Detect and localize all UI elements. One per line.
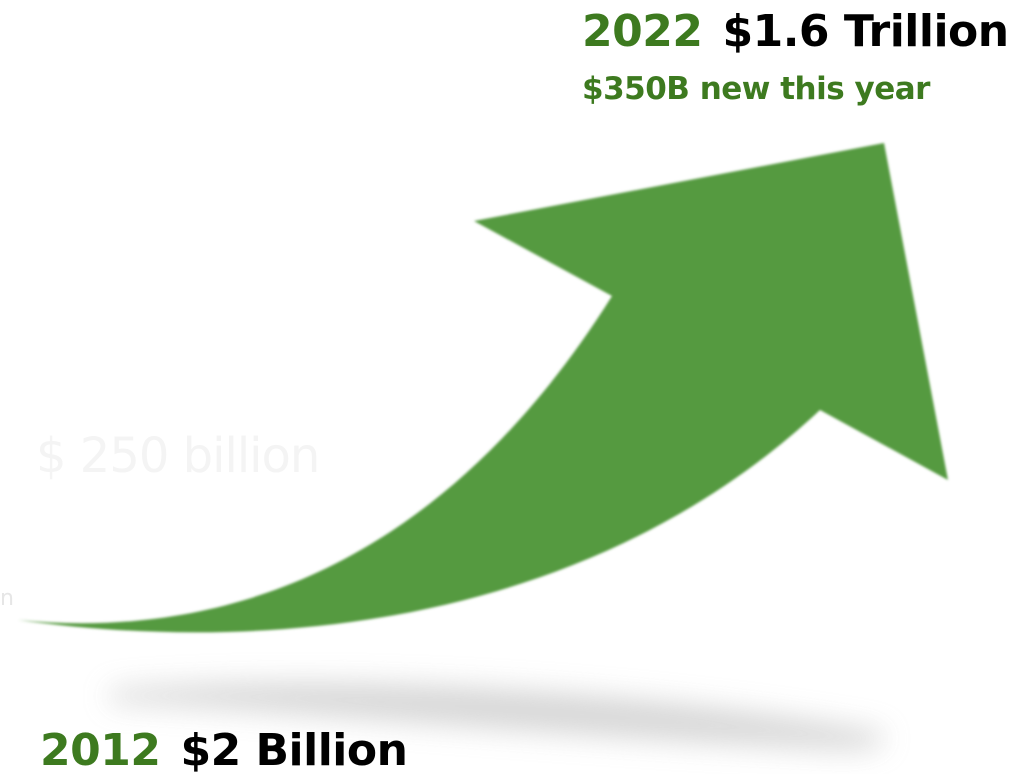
value-2012-label: $2 Billion <box>180 725 408 776</box>
headline-2022: 2022 $1.6 Trillion <box>582 10 1009 54</box>
year-2012-label: 2012 <box>40 725 161 776</box>
annual-new-subtitle: $350B new this year <box>582 71 930 107</box>
arrow-floor-shadow <box>110 683 885 750</box>
headline-2012: 2012 $2 Billion <box>40 729 408 773</box>
faded-background-fragment: n <box>0 586 14 611</box>
year-2022-label: 2022 <box>582 6 703 57</box>
faded-background-label: $ 250 billion <box>36 428 320 484</box>
arrow-body <box>18 143 948 633</box>
value-2022-label: $1.6 Trillion <box>722 6 1009 57</box>
